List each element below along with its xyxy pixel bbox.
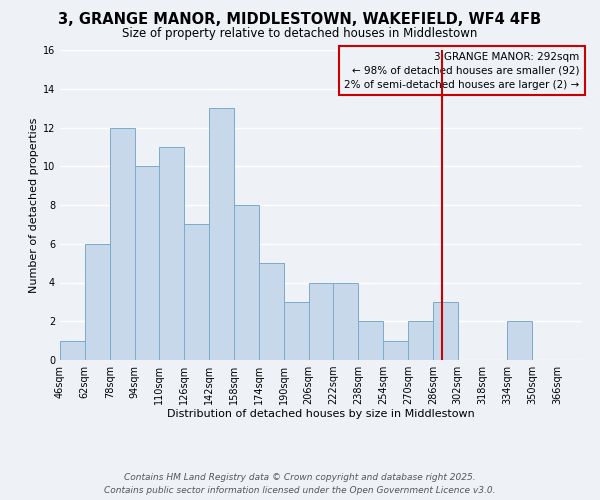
Bar (184, 224, 209, 360)
Text: 3 GRANGE MANOR: 292sqm
← 98% of detached houses are smaller (92)
2% of semi-deta: 3 GRANGE MANOR: 292sqm ← 98% of detached… (344, 52, 580, 90)
Bar (85, 244, 110, 360)
Bar (383, 340, 408, 360)
Bar (134, 166, 160, 360)
Y-axis label: Number of detached properties: Number of detached properties (29, 118, 38, 292)
Bar (308, 282, 334, 360)
Bar (259, 263, 284, 360)
Bar (334, 282, 358, 360)
Bar (209, 108, 234, 360)
Bar (234, 205, 259, 360)
X-axis label: Distribution of detached houses by size in Middlestown: Distribution of detached houses by size … (167, 408, 475, 418)
Bar (508, 322, 532, 360)
Bar (284, 302, 308, 360)
Bar (60, 340, 85, 360)
Bar (408, 322, 433, 360)
Bar (433, 302, 458, 360)
Text: Size of property relative to detached houses in Middlestown: Size of property relative to detached ho… (122, 28, 478, 40)
Bar (358, 322, 383, 360)
Bar (110, 128, 134, 360)
Text: 3, GRANGE MANOR, MIDDLESTOWN, WAKEFIELD, WF4 4FB: 3, GRANGE MANOR, MIDDLESTOWN, WAKEFIELD,… (58, 12, 542, 28)
Bar (160, 147, 184, 360)
Text: Contains HM Land Registry data © Crown copyright and database right 2025.
Contai: Contains HM Land Registry data © Crown c… (104, 474, 496, 495)
